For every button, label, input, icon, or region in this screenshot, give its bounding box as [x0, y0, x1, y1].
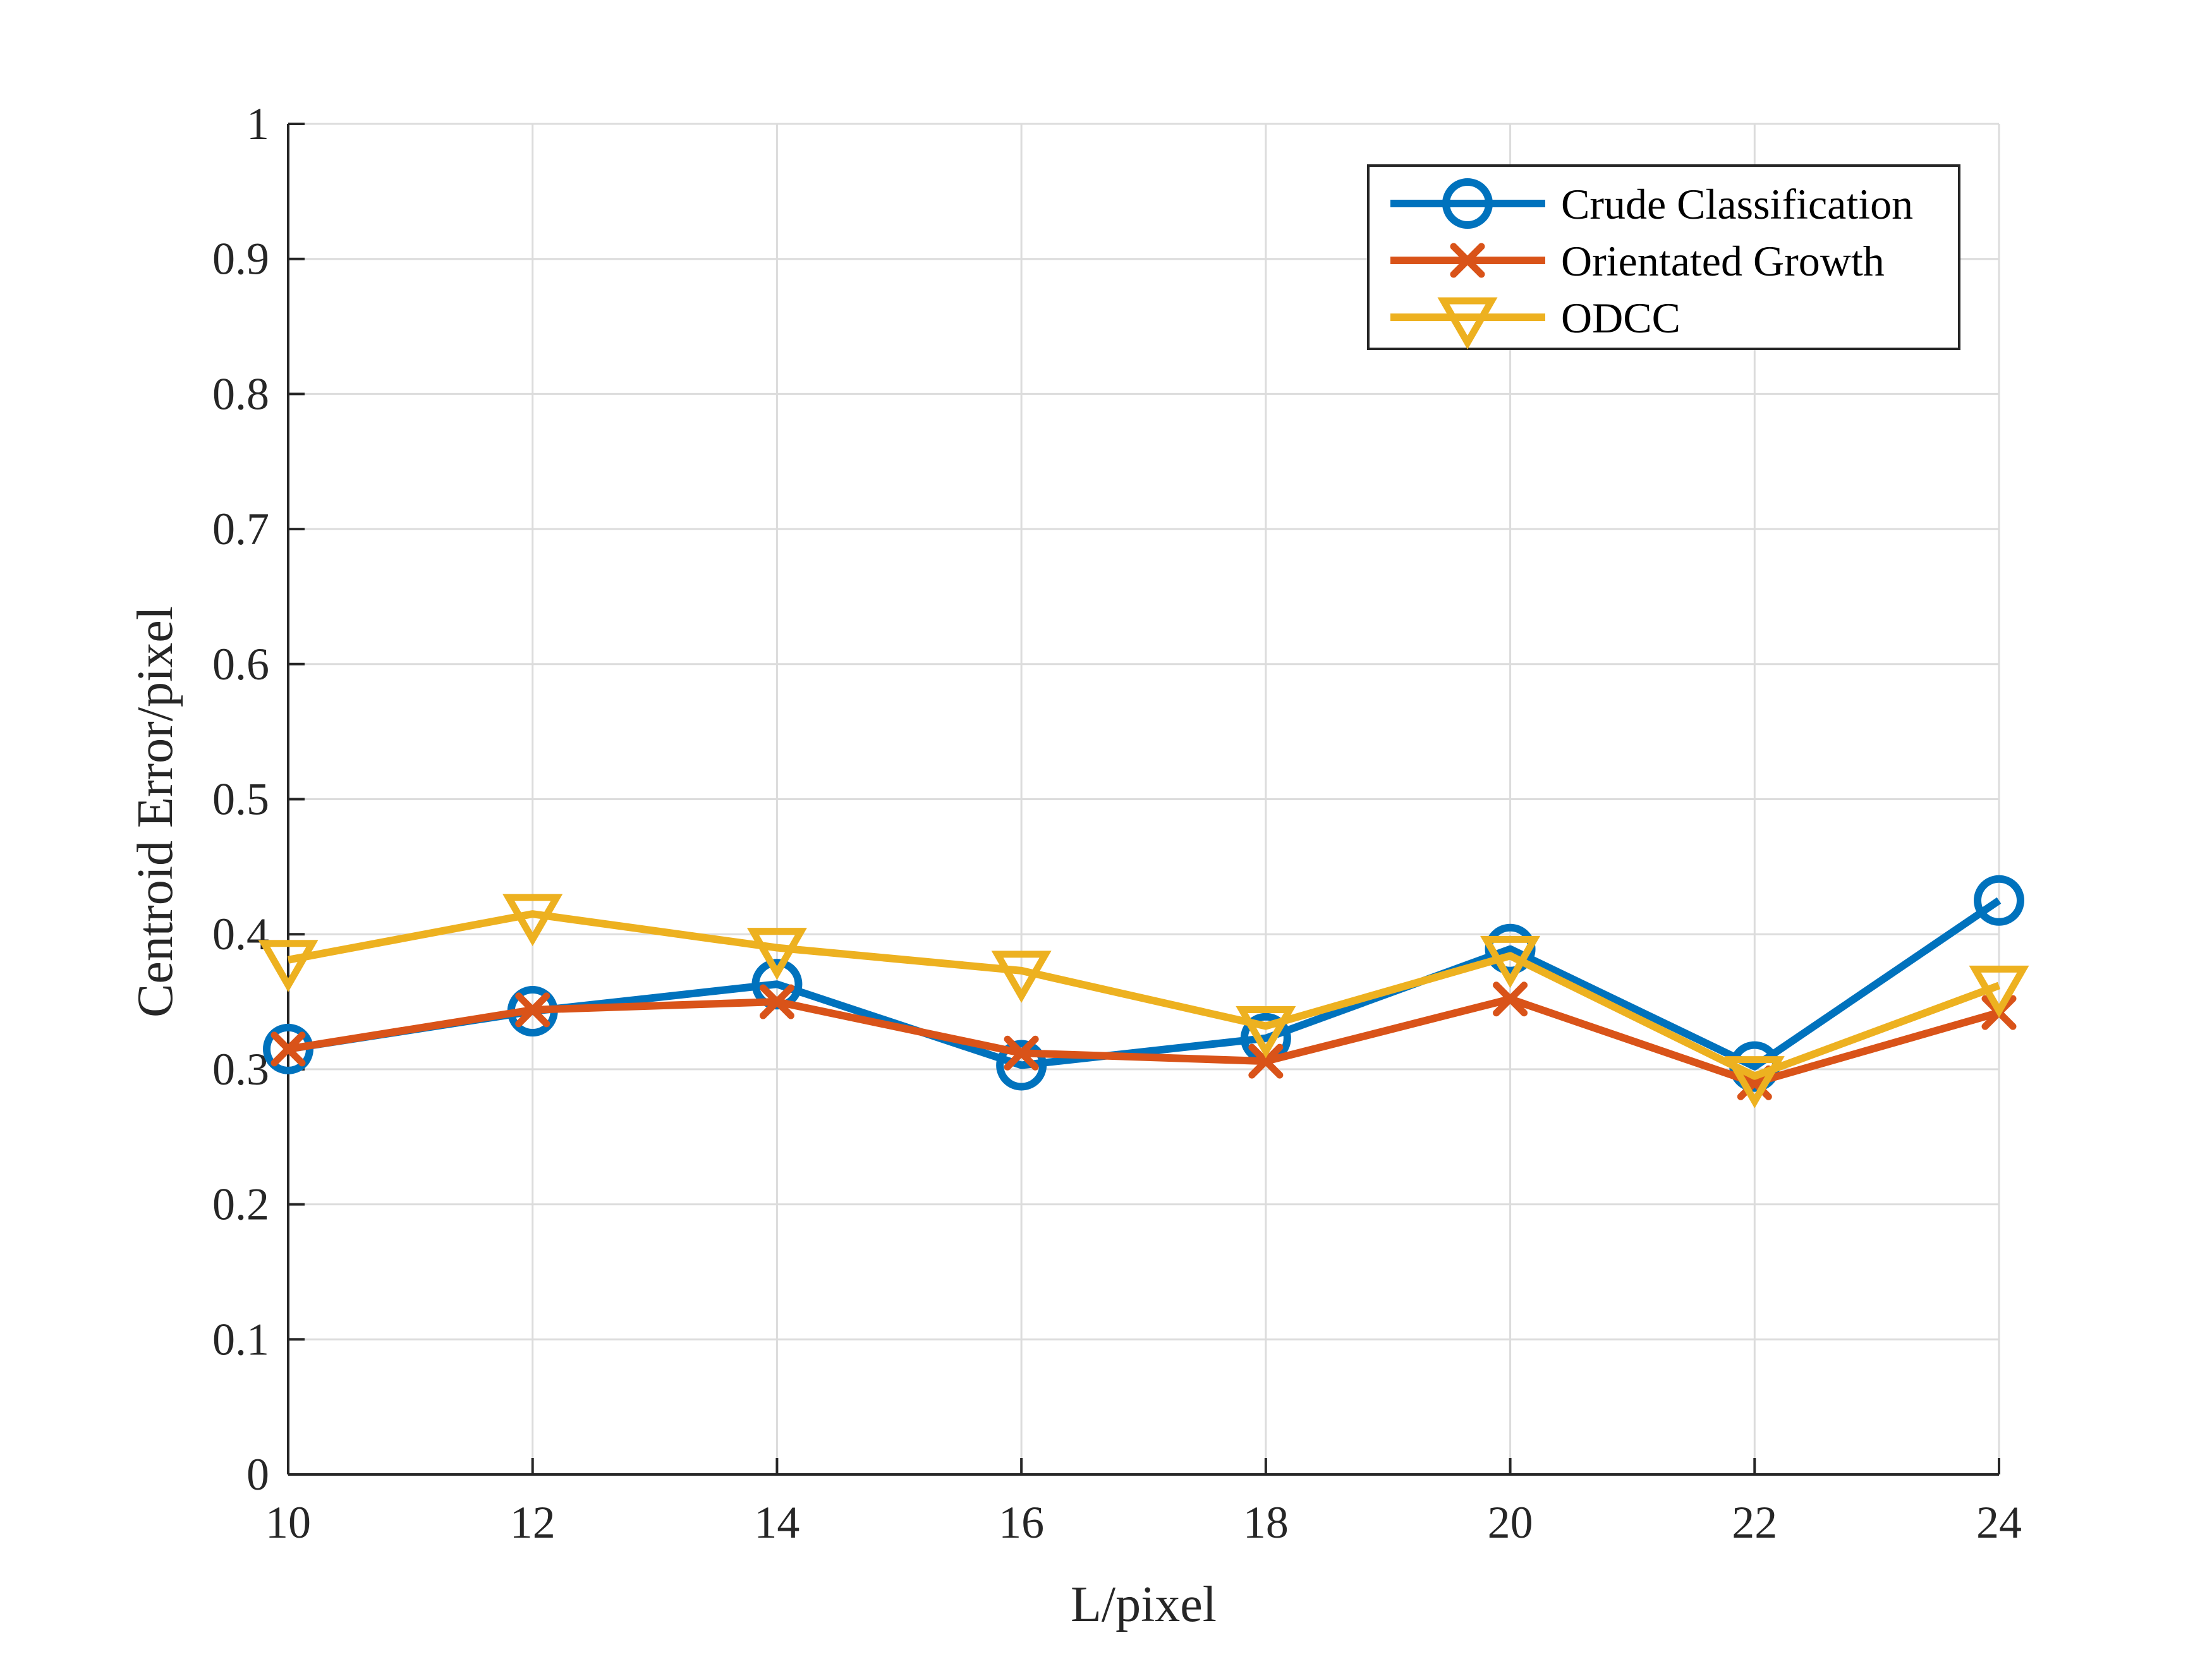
series: [258, 875, 2029, 1109]
x-axis-label: L/pixel: [1071, 1577, 1217, 1632]
y-tick-label: 0.2: [212, 1179, 269, 1230]
data-point-marker: [1493, 981, 1528, 1017]
y-tick-label: 0.6: [212, 639, 269, 690]
data-point-marker: [1480, 935, 1541, 988]
y-tick-label: 1: [246, 99, 269, 149]
x-marker-stroke: [759, 984, 794, 1019]
legend: Crude Classification Orientated Growth ODC…: [1367, 164, 1960, 350]
series-orientated-growth: [270, 981, 2017, 1100]
data-point-marker: [991, 951, 1052, 1003]
series-line: [288, 995, 2000, 1087]
x-tick-label: 24: [1976, 1497, 2022, 1548]
series-line: [287, 910, 2001, 1080]
legend-label: Crude Classification: [1561, 180, 1913, 228]
data-point-marker: [258, 940, 319, 992]
x-marker-stroke: [1493, 981, 1528, 1017]
y-tick-label: 0.9: [212, 234, 269, 284]
data-point-marker: [996, 1040, 1047, 1091]
x-marker-stroke: [1248, 1043, 1284, 1079]
y-tick-label: 0.3: [212, 1044, 269, 1095]
data-point-marker: [1236, 1006, 1296, 1059]
data-point-marker: [759, 984, 794, 1019]
x-tick-label: 18: [1243, 1497, 1289, 1548]
tick-labels: 10 12 14 16 18 20 22 24 0 0.1 0.2 0.3 0.4 0.5 0.6 0.7 0.…: [212, 99, 2022, 1548]
legend-label: Orientated Growth: [1561, 237, 1885, 285]
y-tick-label: 0.1: [212, 1314, 269, 1364]
data-point-marker: [1969, 965, 2029, 1018]
series-odcc: [258, 894, 2029, 1109]
data-point-marker: [502, 894, 563, 947]
axes: [287, 123, 2000, 1476]
data-point-marker: [746, 928, 807, 980]
data-point-marker: [270, 1031, 306, 1067]
x-tick-label: 12: [510, 1497, 556, 1548]
x-marker-stroke: [1450, 243, 1485, 278]
legend-item: Crude Classification: [1390, 178, 1913, 229]
data-point-marker: [1004, 1035, 1039, 1071]
data-point-marker: [1974, 875, 2024, 926]
y-tick-label: 0.7: [212, 504, 269, 554]
x-marker-stroke: [270, 1031, 306, 1067]
legend-item: ODCC: [1390, 294, 1680, 350]
x-marker-stroke: [515, 992, 550, 1028]
data-point-marker: [515, 992, 550, 1028]
x-tick-label: 20: [1488, 1497, 1533, 1548]
y-tick-label: 0: [246, 1449, 269, 1500]
legend-marker: [1450, 243, 1485, 278]
y-tick-label: 0.4: [212, 909, 269, 959]
x-tick-label: 22: [1732, 1497, 1777, 1548]
x-tick-label: 10: [265, 1497, 311, 1548]
legend-marker: [1437, 297, 1498, 350]
y-tick-label: 0.5: [212, 774, 269, 825]
y-tick-label: 0.8: [212, 368, 269, 419]
legend-marker: [1442, 178, 1493, 229]
data-point-marker: [1248, 1043, 1284, 1079]
data-point-marker: [1724, 1056, 1785, 1109]
x-tick-label: 14: [754, 1497, 799, 1548]
x-marker-stroke: [1004, 1035, 1039, 1071]
y-axis-label: Centroid Error/pixel: [128, 606, 183, 1018]
legend-item: Orientated Growth: [1390, 237, 1885, 285]
x-tick-label: 16: [999, 1497, 1044, 1548]
legend-label: ODCC: [1561, 294, 1680, 342]
